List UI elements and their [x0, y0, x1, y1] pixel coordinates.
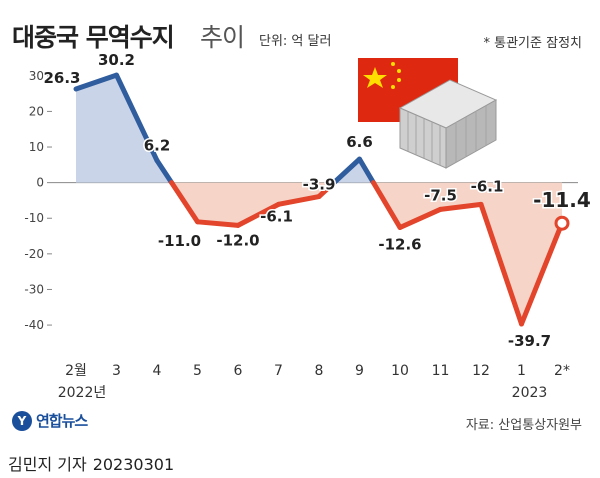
- data-label: 30.2: [98, 51, 135, 69]
- data-label: -12.6: [378, 236, 421, 254]
- negative-line-segment: [519, 220, 565, 327]
- byline-date: 20230301: [92, 455, 175, 474]
- x-tick-label: 8: [315, 363, 324, 379]
- x-tick-label: 4: [153, 363, 162, 379]
- data-label: 6.2: [144, 137, 171, 155]
- data-label: 6.6: [346, 133, 373, 151]
- y-tick-label: 0: [36, 176, 44, 190]
- data-label: -3.9: [303, 176, 336, 194]
- data-label: -11.4: [533, 188, 591, 212]
- y-tick-label: -30: [24, 282, 44, 296]
- negative-line-segment: [195, 219, 241, 228]
- negative-area: [521, 182, 562, 325]
- y-tick-label: 30: [29, 69, 44, 83]
- yonhap-logo-icon: Y: [12, 410, 32, 431]
- x-tick-label: 2*: [554, 363, 570, 379]
- year-label: 2022년: [58, 385, 107, 401]
- positive-line-segment: [357, 156, 376, 186]
- x-tick-label: 12: [472, 363, 490, 379]
- x-tick-label: 2월: [65, 363, 87, 379]
- data-label: -39.7: [508, 332, 551, 350]
- y-tick-label: 10: [29, 140, 44, 154]
- byline: 김민지 기자 20230301: [8, 451, 174, 475]
- negative-line-segment: [370, 180, 403, 231]
- data-label: -7.5: [424, 186, 457, 204]
- chart-title: 대중국 무역수지: [12, 23, 175, 52]
- footnote-label: * 통관기준 잠정치: [483, 36, 583, 51]
- positive-area: [76, 75, 117, 183]
- data-labels: 26.330.26.2-11.0 -12.0-6.1-3.96.6-12.6-7.…: [42, 50, 592, 352]
- logo-text: 연합뉴스: [36, 412, 88, 430]
- x-tick-label: 9: [355, 363, 364, 379]
- series-line: [73, 72, 565, 327]
- x-axis: 2월 3 4 5 6 7 8 9 10 11 12 1 2* 2022년 2023: [58, 363, 570, 401]
- negative-line-segment: [316, 180, 337, 200]
- x-tick-label: 5: [193, 363, 202, 379]
- illustration: [358, 58, 498, 169]
- positive-line-segment: [73, 72, 119, 92]
- x-tick-label: 3: [112, 363, 121, 379]
- y-tick-label: 20: [29, 104, 44, 118]
- x-tick-label: 10: [391, 363, 409, 379]
- source-label: 자료: 산업통상자원부: [465, 418, 582, 433]
- last-data-point: [554, 215, 570, 231]
- publisher-logo: Y 연합뉴스: [12, 410, 88, 431]
- data-label: -12.0: [216, 231, 259, 249]
- y-tick-label: -40: [24, 318, 44, 332]
- x-tick-label: 6: [234, 363, 243, 379]
- shipping-container-icon: [398, 79, 498, 169]
- chart-title-suffix: 추이: [200, 23, 245, 52]
- positive-line-segment: [154, 158, 175, 186]
- y-tick-label: -20: [24, 247, 44, 261]
- negative-area: [278, 182, 319, 205]
- data-label: -11.0: [158, 232, 201, 250]
- negative-line-segment: [438, 201, 484, 212]
- negative-line-segment: [397, 206, 443, 231]
- positive-line-segment: [331, 156, 362, 186]
- year-label: 2023: [512, 385, 548, 401]
- x-tick-label: 7: [274, 363, 283, 379]
- negative-area: [197, 182, 238, 226]
- negative-area: [238, 182, 279, 226]
- negative-line-segment: [478, 201, 524, 327]
- y-tick-label: -10: [24, 211, 44, 225]
- data-label: -6.1: [260, 207, 293, 225]
- unit-label: 단위: 억 달러: [259, 34, 332, 49]
- negative-line-segment: [276, 194, 322, 207]
- byline-name: 김민지 기자: [8, 455, 87, 474]
- negative-line-segment: [169, 180, 200, 225]
- negative-area: [440, 182, 481, 210]
- x-tick-label: 1: [517, 363, 526, 379]
- data-label: 26.3: [43, 69, 80, 87]
- x-tick-label: 11: [432, 363, 450, 379]
- negative-line-segment: [235, 201, 281, 228]
- data-points: [554, 215, 570, 231]
- data-label: -6.1: [471, 177, 504, 195]
- positive-line-segment: [114, 72, 160, 164]
- negative-area: [400, 182, 441, 228]
